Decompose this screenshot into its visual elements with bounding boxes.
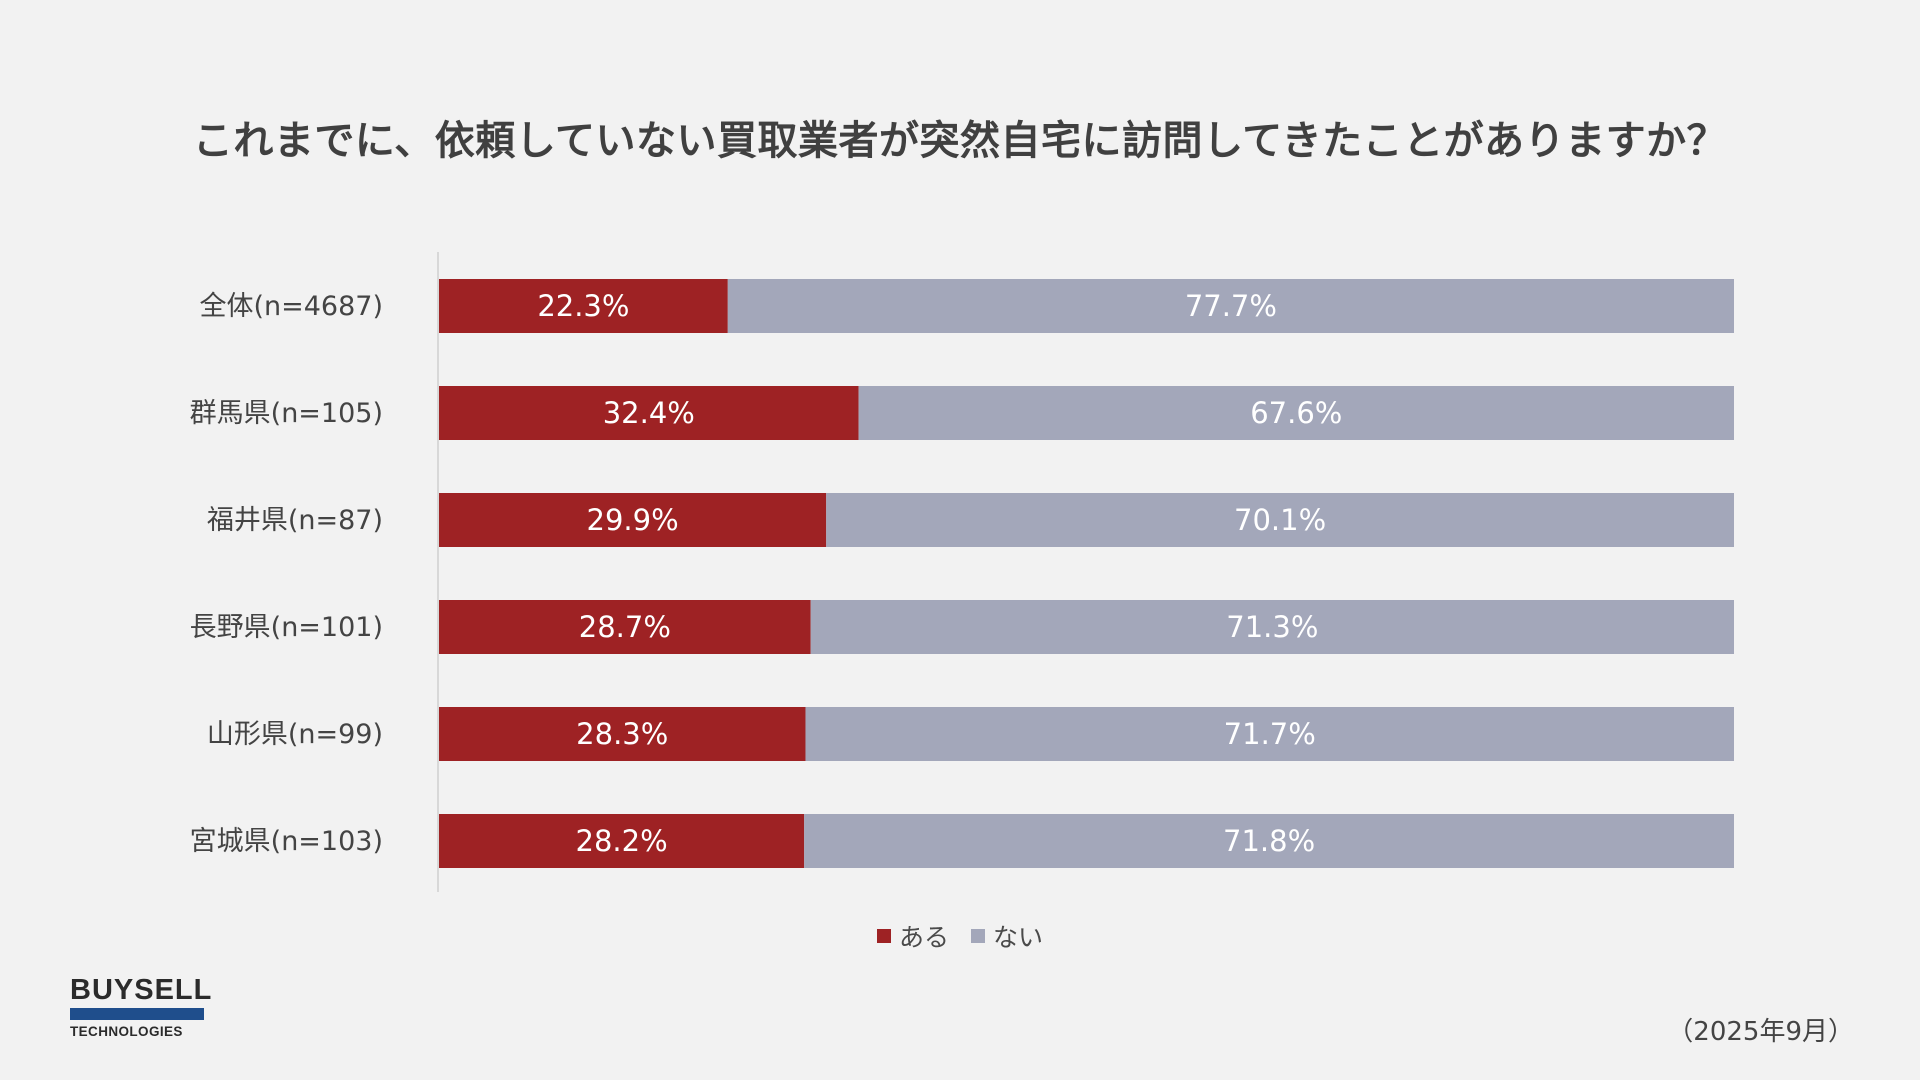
data-label-nai: 71.8%: [1223, 824, 1315, 858]
logo-wordmark: BUYSELL: [70, 974, 213, 1006]
data-label-nai: 77.7%: [1185, 289, 1277, 323]
data-label-nai: 70.1%: [1234, 503, 1326, 537]
data-label-aru: 32.4%: [603, 396, 695, 430]
logo-bar: [70, 1008, 204, 1020]
logo-subtext: TECHNOLOGIES: [70, 1024, 183, 1039]
bar-segment-aru: [439, 279, 728, 333]
bar-segment-aru: [439, 386, 859, 440]
bar-segment-aru: [439, 707, 806, 761]
bar-segment-aru: [439, 814, 805, 868]
legend-swatch-aru: [876, 929, 891, 943]
legend-item-nai: ない: [971, 918, 1043, 954]
category-label: 長野県(n=101): [190, 612, 383, 643]
data-label-aru: 22.3%: [537, 289, 629, 323]
category-label: 宮城県(n=103): [190, 826, 383, 857]
date-footnote: （2025年9月）: [1667, 1017, 1854, 1047]
bar-segment-nai: [858, 386, 1734, 440]
bar-segment-nai: [804, 814, 1734, 868]
data-label-nai: 67.6%: [1250, 396, 1342, 430]
data-label-nai: 71.3%: [1226, 610, 1318, 644]
data-label-aru: 29.9%: [587, 503, 679, 537]
bar-segment-nai: [727, 279, 1734, 333]
data-label-aru: 28.2%: [576, 824, 668, 858]
bar-segment-aru: [439, 493, 827, 547]
legend-item-aru: ある: [876, 918, 949, 954]
bar-segment-nai: [810, 600, 1734, 654]
chart-title: これまでに、依頼していない買取業者が突然自宅に訪問してきたことがありますか？: [192, 118, 1728, 164]
company-logo: BUYSELL TECHNOLOGIES: [70, 974, 213, 1039]
bar-segment-nai: [826, 493, 1734, 547]
category-label: 山形県(n=99): [207, 719, 383, 750]
data-label-nai: 71.7%: [1224, 717, 1316, 751]
chart-legend: ある ない: [0, 918, 1920, 954]
legend-label-nai: ない: [993, 923, 1044, 952]
data-label-aru: 28.7%: [579, 610, 671, 644]
category-label: 福井県(n=87): [207, 505, 383, 536]
bar-segment-aru: [439, 600, 811, 654]
legend-label-aru: ある: [898, 923, 949, 952]
legend-swatch-nai: [971, 929, 985, 943]
data-label-aru: 28.3%: [576, 717, 668, 751]
category-label: 群馬県(n=105): [190, 398, 383, 429]
bar-segment-nai: [805, 707, 1734, 761]
category-label: 全体(n=4687): [199, 291, 383, 322]
